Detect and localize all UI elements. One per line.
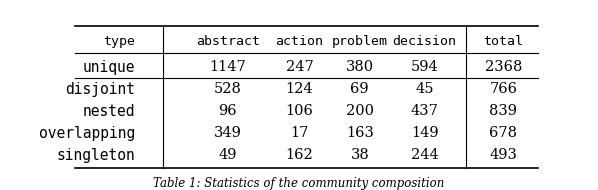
- Text: 200: 200: [346, 104, 374, 118]
- Text: 247: 247: [286, 60, 313, 74]
- Text: 45: 45: [416, 82, 434, 96]
- Text: unique: unique: [83, 60, 135, 75]
- Text: 1147: 1147: [209, 60, 246, 74]
- Text: 163: 163: [346, 126, 374, 140]
- Text: 106: 106: [286, 104, 313, 118]
- Text: 594: 594: [411, 60, 438, 74]
- Text: singleton: singleton: [56, 148, 135, 163]
- Text: action: action: [276, 35, 324, 48]
- Text: 244: 244: [411, 148, 438, 162]
- Text: 149: 149: [411, 126, 438, 140]
- Text: 2368: 2368: [485, 60, 522, 74]
- Text: problem: problem: [332, 35, 388, 48]
- Text: 528: 528: [213, 82, 242, 96]
- Text: Table 1: Statistics of the community composition: Table 1: Statistics of the community com…: [153, 177, 445, 190]
- Text: 162: 162: [286, 148, 313, 162]
- Text: 96: 96: [218, 104, 237, 118]
- Text: 38: 38: [350, 148, 369, 162]
- Text: type: type: [103, 35, 135, 48]
- Text: disjoint: disjoint: [65, 82, 135, 97]
- Text: decision: decision: [393, 35, 457, 48]
- Text: 678: 678: [489, 126, 517, 140]
- Text: overlapping: overlapping: [39, 126, 135, 141]
- Text: 17: 17: [291, 126, 309, 140]
- Text: 380: 380: [346, 60, 374, 74]
- Text: 124: 124: [286, 82, 313, 96]
- Text: 349: 349: [213, 126, 242, 140]
- Text: abstract: abstract: [196, 35, 260, 48]
- Text: 493: 493: [490, 148, 517, 162]
- Text: total: total: [483, 35, 523, 48]
- Text: 69: 69: [350, 82, 369, 96]
- Text: nested: nested: [83, 104, 135, 119]
- Text: 437: 437: [411, 104, 438, 118]
- Text: 49: 49: [218, 148, 237, 162]
- Text: 766: 766: [489, 82, 517, 96]
- Text: 839: 839: [489, 104, 517, 118]
